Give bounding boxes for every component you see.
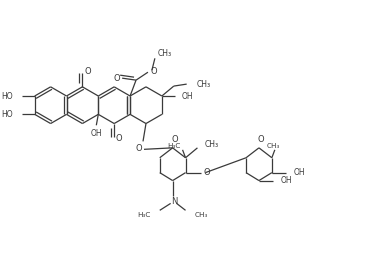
Text: O: O <box>136 144 143 153</box>
Text: HO: HO <box>1 91 13 101</box>
Text: CH₃: CH₃ <box>195 212 208 218</box>
Text: O: O <box>151 67 158 76</box>
Text: H₃C: H₃C <box>138 212 151 218</box>
Text: OH: OH <box>294 168 305 177</box>
Text: CH₃: CH₃ <box>158 49 172 58</box>
Text: CH₃: CH₃ <box>196 80 211 89</box>
Text: O: O <box>84 67 91 77</box>
Text: OH: OH <box>182 91 193 101</box>
Text: OH: OH <box>281 176 293 185</box>
Text: O: O <box>114 74 121 83</box>
Text: CH₃: CH₃ <box>267 143 280 149</box>
Text: O: O <box>257 135 264 144</box>
Text: O: O <box>171 135 178 144</box>
Text: OH: OH <box>90 129 102 138</box>
Text: CH₃: CH₃ <box>204 140 219 149</box>
Text: HO: HO <box>1 110 13 119</box>
Text: O: O <box>116 134 123 143</box>
Text: O: O <box>203 168 210 177</box>
Text: N: N <box>172 197 178 206</box>
Text: H₃C: H₃C <box>167 143 181 149</box>
